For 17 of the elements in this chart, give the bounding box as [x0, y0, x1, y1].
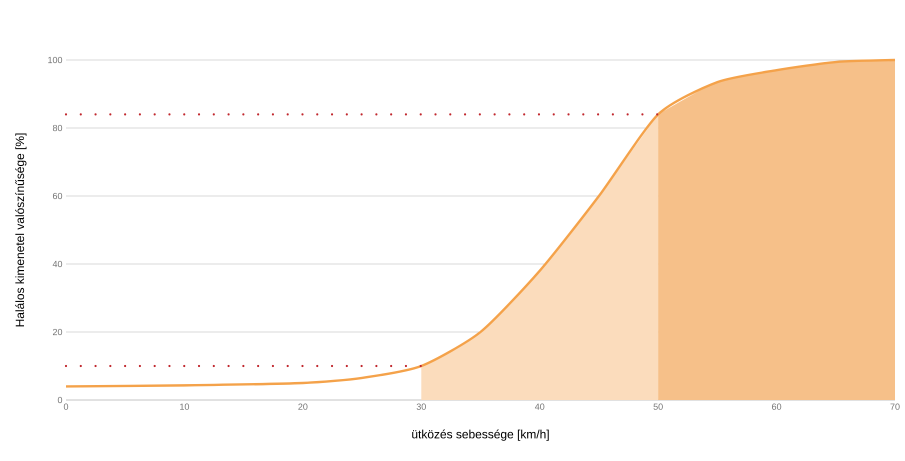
x-tick-label: 10 [180, 404, 190, 410]
line-series [64, 58, 896, 388]
x-tick-label: 0 [64, 404, 68, 410]
y-tick-label: 100 [48, 56, 62, 64]
y-tick-label: 80 [52, 124, 62, 132]
y-tick-label: 20 [52, 328, 62, 336]
y-tick-label: 0 [58, 396, 62, 404]
x-tick-label: 20 [298, 404, 308, 410]
y-axis-title: Halálos kimenetel valószínűsége [%] [15, 134, 26, 326]
y-tick-label: 40 [52, 260, 62, 268]
x-tick-label: 60 [772, 404, 782, 410]
x-tick-label: 30 [416, 404, 426, 410]
x-tick-label: 70 [890, 404, 900, 410]
x-tick-label: 50 [654, 404, 663, 410]
x-tick-label: 40 [534, 404, 544, 410]
x-axis-title: ütközés sebessége [km/h] [412, 430, 549, 441]
y-tick-label: 60 [52, 192, 62, 200]
